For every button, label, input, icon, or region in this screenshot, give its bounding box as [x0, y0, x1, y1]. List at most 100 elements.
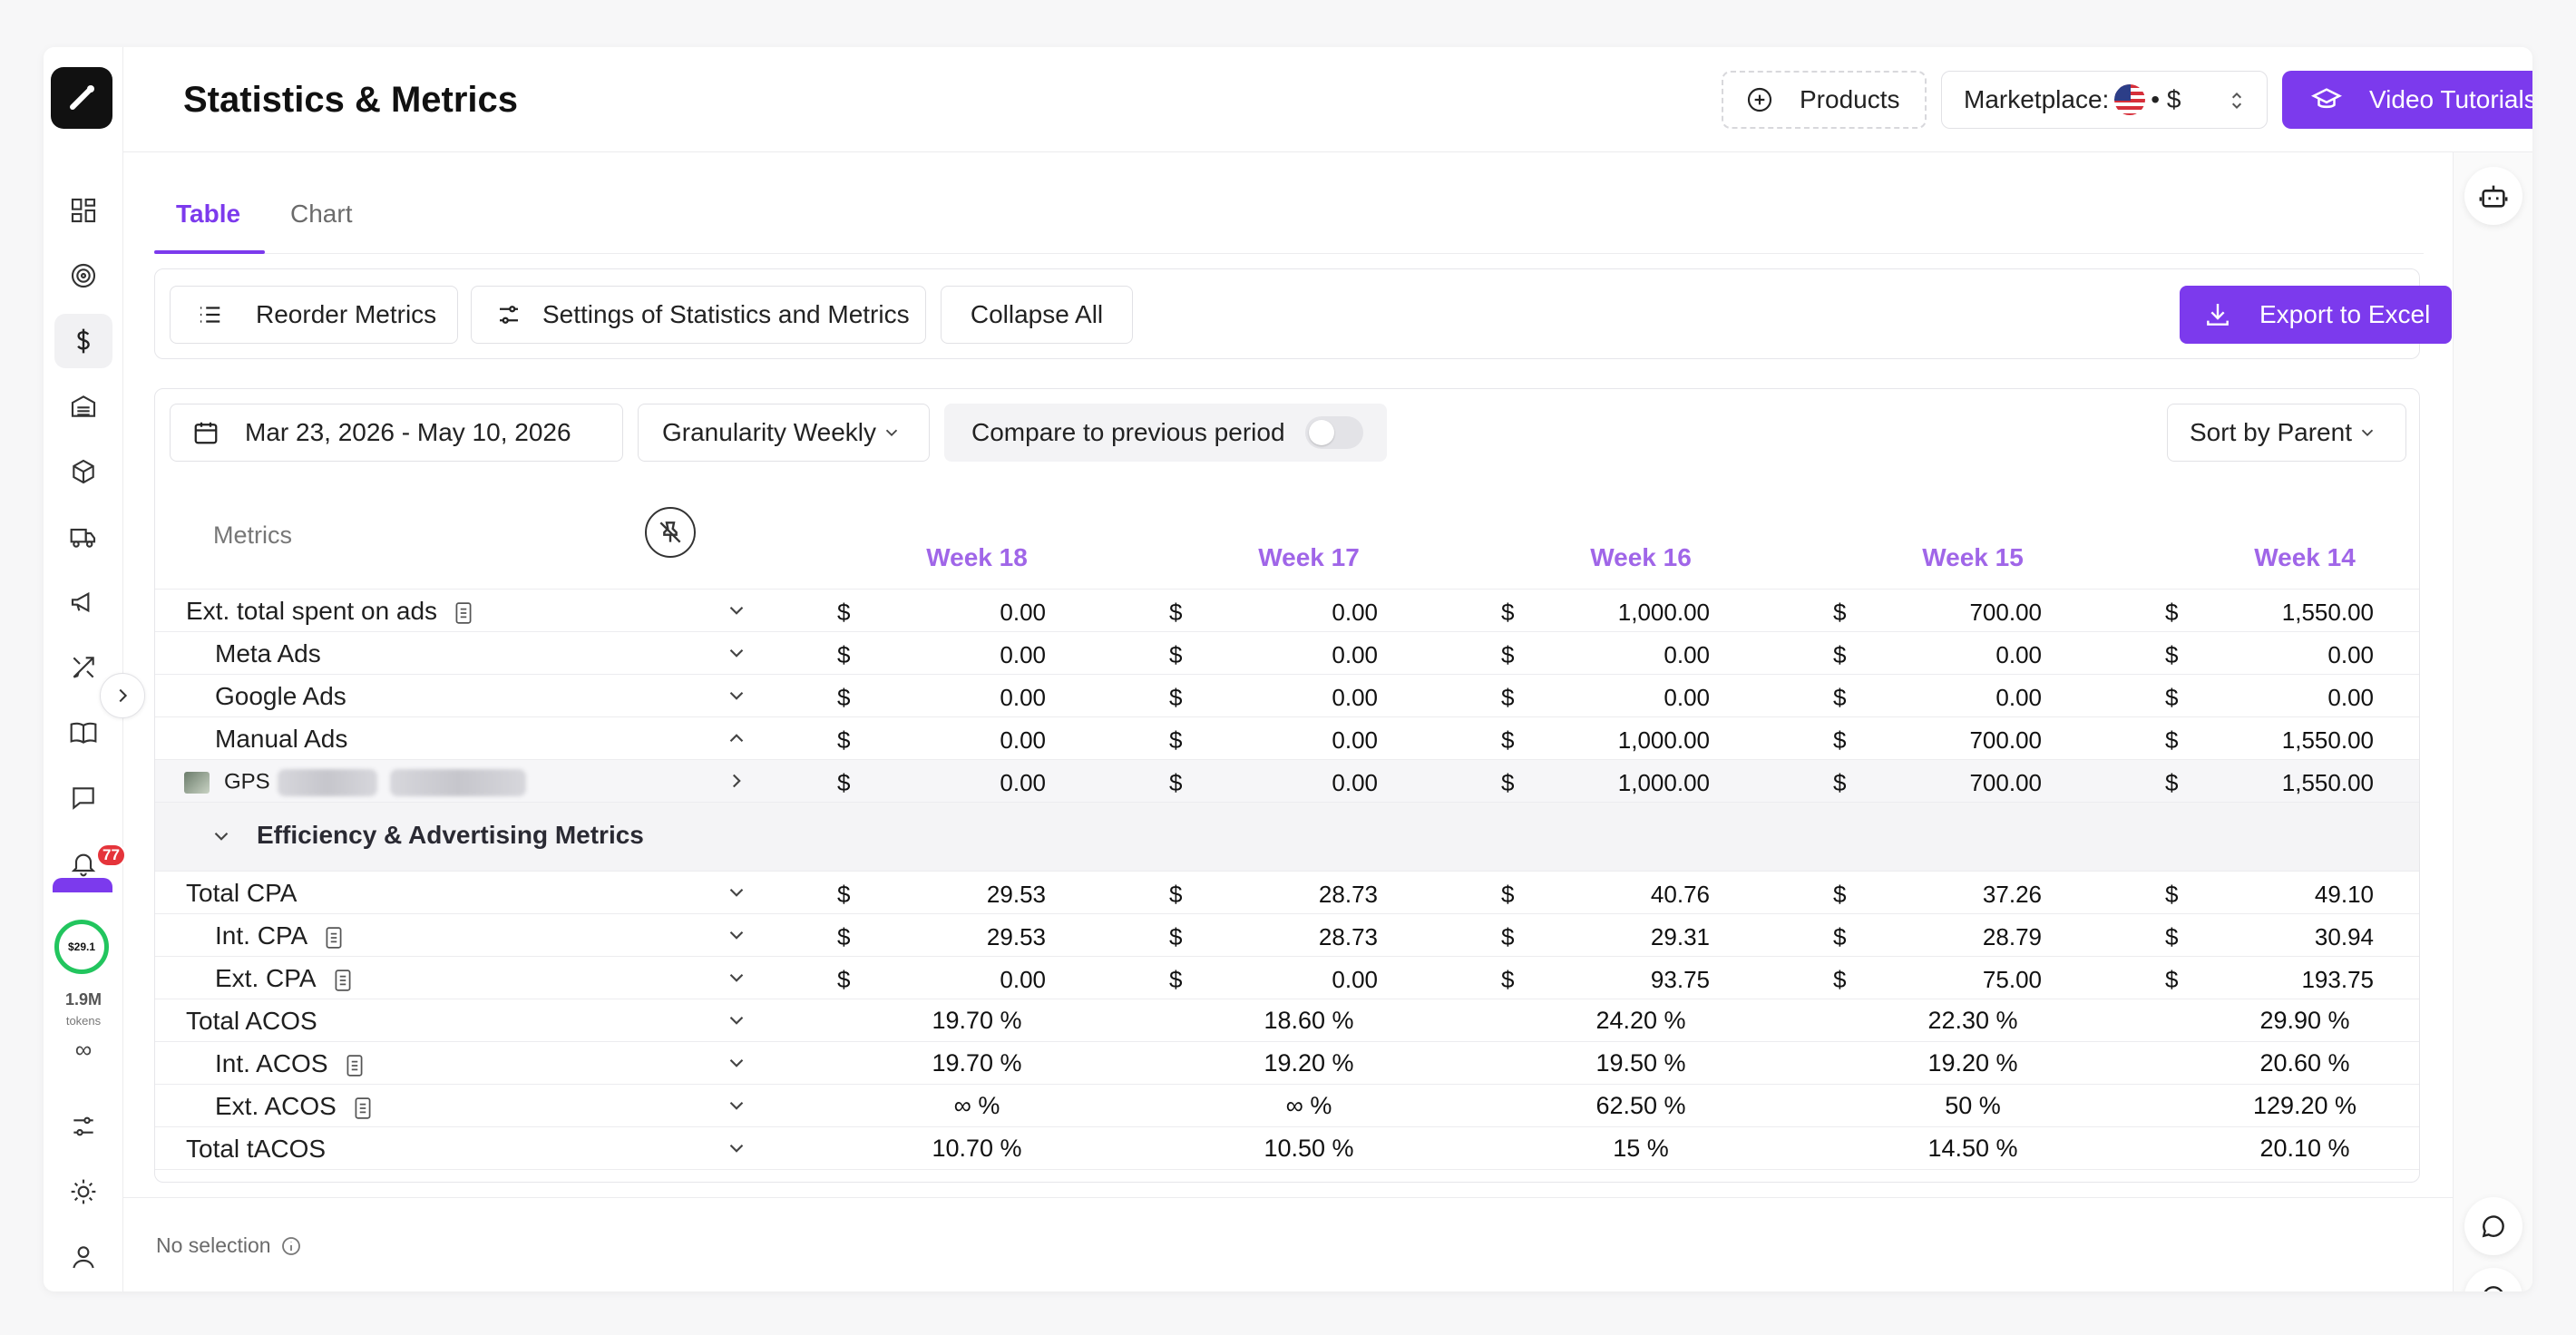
metric-value[interactable]: 1,550.00	[2281, 726, 2374, 754]
export-excel-button[interactable]: Export to Excel	[2180, 286, 2452, 344]
metric-value[interactable]: 1,550.00	[2281, 599, 2374, 626]
week-column-header[interactable]: Week 18	[926, 543, 1028, 571]
chevron-right-icon[interactable]	[725, 769, 748, 793]
metric-value[interactable]: 29.31	[1650, 923, 1710, 950]
chevron-down-icon[interactable]	[210, 824, 233, 853]
products-button[interactable]: Products	[1722, 71, 1927, 129]
tools-icon[interactable]	[54, 640, 112, 695]
metric-value[interactable]: 24.20 %	[1595, 1007, 1686, 1034]
metric-value[interactable]: 700.00	[1969, 599, 2042, 626]
video-tutorials-button[interactable]: Video Tutorials	[2282, 71, 2532, 129]
dashboard-icon[interactable]	[54, 183, 112, 238]
collapse-all-button[interactable]: Collapse All	[941, 286, 1133, 344]
metric-value[interactable]: 0.00	[1995, 684, 2042, 711]
chevron-down-icon[interactable]	[725, 923, 748, 947]
chevron-down-icon[interactable]	[725, 684, 748, 707]
tab-chart[interactable]: Chart	[290, 200, 353, 228]
metric-value[interactable]: 0.00	[1000, 769, 1046, 796]
chevron-down-icon[interactable]	[725, 641, 748, 665]
metric-value[interactable]: 0.00	[1000, 684, 1046, 711]
metric-value[interactable]: 49.10	[2314, 881, 2374, 908]
target-icon[interactable]	[54, 248, 112, 303]
metric-value[interactable]: 62.50 %	[1595, 1092, 1686, 1119]
metric-value[interactable]: 193.75	[2301, 966, 2374, 993]
metric-value[interactable]: 0.00	[1332, 684, 1378, 711]
week-column-header[interactable]: Week 15	[1922, 543, 2024, 571]
balance-ring[interactable]: $29.1	[54, 920, 109, 974]
metric-value[interactable]: 37.26	[1982, 881, 2042, 908]
metric-value[interactable]: 20.60 %	[2259, 1049, 2350, 1077]
metric-value[interactable]: 0.00	[1000, 641, 1046, 668]
info-icon[interactable]	[280, 1235, 302, 1257]
metric-value[interactable]: 0.00	[1000, 599, 1046, 626]
metric-value[interactable]: 0.00	[1664, 684, 1710, 711]
metric-value[interactable]: 50 %	[1945, 1092, 2001, 1119]
bell-icon[interactable]: 77	[54, 836, 126, 891]
metric-value[interactable]: 30.94	[2314, 923, 2374, 950]
user-icon[interactable]	[54, 1230, 112, 1284]
metric-value[interactable]: 19.70 %	[932, 1049, 1022, 1077]
metric-value[interactable]: 28.73	[1318, 881, 1378, 908]
chevron-down-icon[interactable]	[725, 1009, 748, 1032]
chevron-down-icon[interactable]	[725, 1094, 748, 1117]
chevron-down-icon[interactable]	[725, 1051, 748, 1075]
metric-value[interactable]: 28.73	[1318, 923, 1378, 950]
metric-value[interactable]: 1,550.00	[2281, 769, 2374, 796]
metric-value[interactable]: 19.20 %	[1927, 1049, 2018, 1077]
metric-value[interactable]: 75.00	[1982, 966, 2042, 993]
metric-value[interactable]: 29.53	[986, 923, 1046, 950]
reorder-metrics-button[interactable]: Reorder Metrics	[170, 286, 458, 344]
truck-icon[interactable]	[54, 510, 112, 564]
chevron-up-icon[interactable]	[725, 726, 748, 750]
metric-value[interactable]: 22.30 %	[1927, 1007, 2018, 1034]
metric-value[interactable]: 0.00	[2327, 641, 2374, 668]
dollar-icon[interactable]	[54, 314, 112, 368]
metric-value[interactable]: 20.10 %	[2259, 1135, 2350, 1162]
metric-value[interactable]: 129.20 %	[2252, 1092, 2357, 1119]
expand-sidebar-button[interactable]	[100, 673, 145, 718]
metric-value[interactable]: 0.00	[1995, 641, 2042, 668]
date-range-picker[interactable]: Mar 23, 2026 - May 10, 2026	[170, 404, 623, 462]
metric-value[interactable]: 18.60 %	[1264, 1007, 1354, 1034]
app-logo[interactable]	[51, 67, 112, 129]
help-button[interactable]	[2464, 1268, 2522, 1291]
metric-value[interactable]: 19.50 %	[1595, 1049, 1686, 1077]
metric-value[interactable]: 0.00	[1000, 726, 1046, 754]
chat-icon[interactable]	[54, 771, 112, 825]
book-icon[interactable]	[54, 706, 112, 760]
metric-value[interactable]: 0.00	[1000, 966, 1046, 993]
metric-value[interactable]: 14.50 %	[1927, 1135, 2018, 1162]
chat-support-button[interactable]	[2464, 1197, 2522, 1255]
metric-value[interactable]: 40.76	[1650, 881, 1710, 908]
chevron-down-icon[interactable]	[725, 1136, 748, 1160]
metric-value[interactable]: ∞ %	[1285, 1092, 1332, 1119]
metric-value[interactable]: 93.75	[1650, 966, 1710, 993]
chevron-down-icon[interactable]	[725, 599, 748, 622]
metric-value[interactable]: 28.79	[1982, 923, 2042, 950]
chevron-down-icon[interactable]	[725, 881, 748, 904]
megaphone-icon[interactable]	[54, 575, 112, 629]
metric-value[interactable]: 700.00	[1969, 726, 2042, 754]
marketplace-selector[interactable]: Marketplace: • $	[1941, 71, 2268, 129]
metric-value[interactable]: 1,000.00	[1617, 599, 1710, 626]
metric-value[interactable]: ∞ %	[953, 1092, 1000, 1119]
metric-value[interactable]: 0.00	[1332, 641, 1378, 668]
week-column-header[interactable]: Week 17	[1258, 543, 1360, 571]
metric-value[interactable]: 700.00	[1969, 769, 2042, 796]
settings-metrics-button[interactable]: Settings of Statistics and Metrics	[471, 286, 926, 344]
metric-value[interactable]: 1,000.00	[1617, 769, 1710, 796]
metric-value[interactable]: 10.70 %	[932, 1135, 1022, 1162]
metric-value[interactable]: 0.00	[1332, 769, 1378, 796]
metric-value[interactable]: 19.70 %	[932, 1007, 1022, 1034]
sun-icon[interactable]	[54, 1164, 112, 1219]
ai-assistant-button[interactable]	[2464, 167, 2522, 225]
metric-value[interactable]: 15 %	[1613, 1135, 1669, 1162]
sort-dropdown[interactable]: Sort by Parent	[2167, 404, 2406, 462]
metric-value[interactable]: 0.00	[1664, 641, 1710, 668]
week-column-header[interactable]: Week 16	[1590, 543, 1692, 571]
unpin-button[interactable]	[645, 507, 696, 558]
metric-value[interactable]: 0.00	[1332, 966, 1378, 993]
metric-value[interactable]: 0.00	[1332, 726, 1378, 754]
metric-value[interactable]: 0.00	[2327, 684, 2374, 711]
compare-period-toggle[interactable]	[1304, 416, 1363, 449]
